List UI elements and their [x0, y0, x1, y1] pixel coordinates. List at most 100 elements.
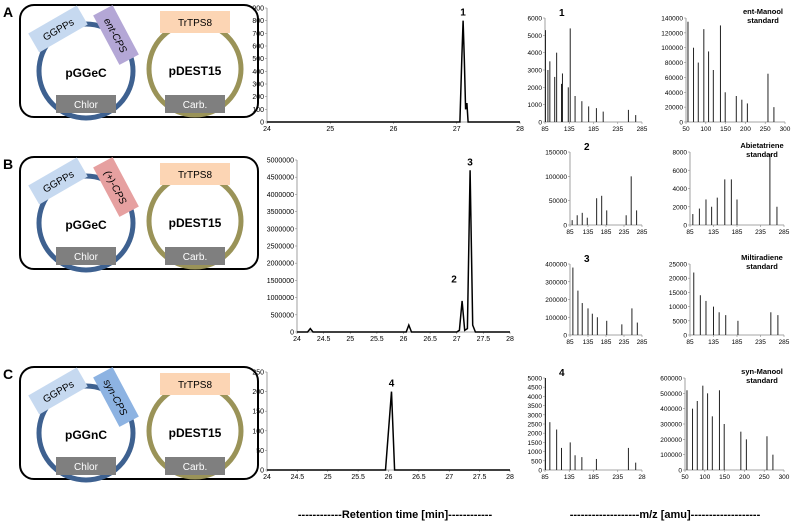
- y-tick-label: 3000000: [267, 226, 294, 233]
- x-tick-label: 285: [637, 339, 648, 346]
- x-tick-label: 185: [588, 126, 599, 133]
- x-tick-label: 150: [719, 474, 730, 481]
- y-tick-label: 15000: [669, 290, 687, 297]
- x-tick-label: 285: [637, 126, 648, 133]
- marker-box: [165, 247, 225, 265]
- mz-caption: -------------------m/z [amu]------------…: [570, 509, 761, 521]
- x-tick-label: 235: [755, 339, 766, 346]
- plasmid-name: pGGeC: [65, 218, 107, 232]
- y-tick-label: 8000: [673, 150, 688, 157]
- y-tick-label: 800: [252, 18, 264, 25]
- y-tick-label: 20000: [669, 276, 687, 283]
- y-tick-label: 2000: [673, 204, 688, 211]
- x-tick-label: 185: [601, 339, 612, 346]
- marker-label: Chlor: [74, 100, 99, 111]
- y-tick-label: 900: [252, 6, 264, 13]
- panel-letter: B: [3, 156, 13, 172]
- x-tick-label: 235: [619, 229, 630, 236]
- spectrum-label: 1: [559, 8, 565, 19]
- gene-box: [160, 11, 230, 33]
- y-tick-label: 4500: [528, 385, 543, 392]
- y-tick-label: 500000: [660, 391, 682, 398]
- plasmid-name: pGGeC: [65, 66, 107, 80]
- y-tick-label: 5000: [528, 33, 543, 40]
- y-tick-label: 4000: [528, 50, 543, 57]
- marker-box: [165, 457, 225, 475]
- gene: GGPPs: [28, 367, 88, 415]
- x-tick-label: 26: [390, 126, 398, 133]
- x-tick-label: 235: [755, 229, 766, 236]
- x-tick-label: 150: [720, 126, 731, 133]
- gene-box: [28, 5, 88, 53]
- x-tick-label: 85: [566, 339, 574, 346]
- y-tick-label: 0: [683, 333, 687, 340]
- y-tick-label: 100000: [545, 174, 567, 181]
- plasmid-box: [19, 366, 259, 480]
- x-tick-label: 28: [506, 336, 514, 343]
- gene-box: [160, 163, 230, 185]
- x-tick-label: 85: [566, 229, 574, 236]
- y-tick-label: 150: [252, 409, 264, 416]
- y-tick-label: 20000: [665, 105, 683, 112]
- peak-label: 4: [389, 379, 395, 390]
- x-tick-label: 28: [638, 474, 646, 481]
- spectrum-title: standard: [746, 376, 778, 385]
- y-tick-label: 150000: [545, 150, 567, 157]
- y-tick-label: 1000: [528, 102, 543, 109]
- x-tick-label: 185: [601, 229, 612, 236]
- spectrum-label: 4: [559, 368, 565, 379]
- y-tick-label: 500000: [271, 312, 294, 319]
- x-tick-label: 24: [263, 474, 271, 481]
- gene-label: TrTPS8: [178, 380, 213, 391]
- plasmid-box: [19, 4, 259, 118]
- y-tick-label: 0: [290, 330, 294, 337]
- x-tick-label: 250: [759, 474, 770, 481]
- plasmid-name: pDEST15: [169, 216, 222, 230]
- gene: ent-CPS: [93, 5, 139, 65]
- y-tick-label: 2500000: [267, 244, 294, 251]
- x-tick-label: 25: [324, 474, 332, 481]
- gene: (+)-CPS: [93, 157, 139, 217]
- x-tick-label: 25.5: [370, 336, 384, 343]
- x-tick-label: 100: [700, 126, 711, 133]
- y-tick-label: 400000: [660, 406, 682, 413]
- x-tick-label: 300: [780, 126, 791, 133]
- x-tick-label: 27: [445, 474, 453, 481]
- y-tick-label: 3000: [528, 68, 543, 75]
- marker-label: Carb.: [183, 462, 207, 473]
- y-tick-label: 140000: [661, 16, 683, 23]
- spectrum-label: 2: [584, 142, 590, 153]
- y-tick-label: 300000: [660, 422, 682, 429]
- chromatogram-trace: [267, 391, 510, 471]
- spectrum-title: Abietatriene: [740, 141, 783, 150]
- spectrum-title: standard: [746, 262, 778, 271]
- y-tick-label: 0: [538, 120, 542, 127]
- marker-box: [56, 457, 116, 475]
- gene-label: TrTPS8: [178, 18, 213, 29]
- gene: GGPPs: [28, 157, 88, 205]
- y-tick-label: 0: [563, 223, 567, 230]
- y-tick-label: 1500000: [267, 278, 294, 285]
- gene-label: TrTPS8: [178, 170, 213, 181]
- y-tick-label: 500: [252, 56, 264, 63]
- y-tick-label: 120000: [661, 30, 683, 37]
- plasmid-name: pDEST15: [169, 426, 222, 440]
- marker-label: Chlor: [74, 462, 99, 473]
- y-tick-label: 10000: [669, 304, 687, 311]
- spectrum-title: standard: [746, 150, 778, 159]
- y-tick-label: 50000: [549, 198, 567, 205]
- x-tick-label: 285: [779, 229, 790, 236]
- x-tick-label: 26: [400, 336, 408, 343]
- y-tick-label: 4500000: [267, 175, 294, 182]
- y-tick-label: 100000: [545, 315, 567, 322]
- y-tick-label: 0: [678, 468, 682, 475]
- x-tick-label: 85: [686, 339, 694, 346]
- panel-letter: C: [3, 366, 13, 382]
- y-tick-label: 250: [252, 370, 264, 377]
- y-tick-label: 100: [252, 428, 264, 435]
- marker-box: [56, 247, 116, 265]
- y-tick-label: 100000: [660, 452, 682, 459]
- spectrum-title: syn-Manool: [741, 367, 783, 376]
- y-tick-label: 0: [683, 223, 687, 230]
